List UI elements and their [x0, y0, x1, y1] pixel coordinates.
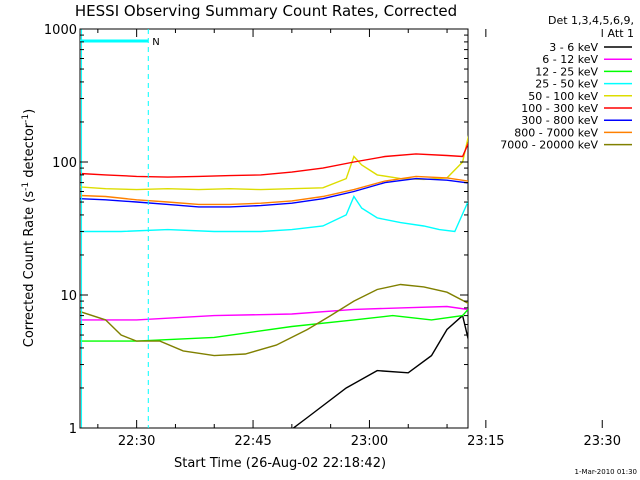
- series-line-5: [80, 134, 468, 191]
- series-line-1: [292, 314, 468, 428]
- series-line-7: [80, 177, 468, 208]
- series-line-3: [80, 308, 468, 342]
- marker-layer: [80, 29, 149, 428]
- y-axis-label-part-2: detector: [22, 122, 37, 182]
- legend-label-5: 50 - 100 keV: [528, 90, 598, 103]
- series-line-2: [80, 305, 468, 321]
- legend-label-6: 100 - 300 keV: [521, 102, 598, 115]
- legend-header-line-1: Det 1,3,4,5,6,9,: [548, 14, 634, 27]
- plot-frame: [79, 28, 469, 429]
- y-axis: 1 10 100 1000: [44, 23, 468, 437]
- y-axis-label-part-1: Corrected Count Rate (s: [22, 191, 37, 348]
- legend-label-8: 800 - 7000 keV: [514, 126, 598, 139]
- annotation-n: N: [152, 37, 159, 48]
- series-line-6: [80, 142, 468, 178]
- y-tick-label-1: 1: [69, 422, 77, 437]
- y-axis-label-sup-1: -1: [21, 182, 31, 191]
- footer-timestamp: 1-Mar-2010 01:30: [575, 468, 637, 476]
- legend-label-9: 7000 - 20000 keV: [500, 139, 598, 152]
- plot-area: N: [79, 28, 469, 429]
- legend-label-7: 300 - 800 keV: [521, 114, 598, 127]
- x-tick-label-3: 23:00: [351, 434, 388, 449]
- y-tick-label-4: 1000: [44, 23, 77, 38]
- legend-label-3: 12 - 25 keV: [535, 65, 598, 78]
- chart-title: HESSI Observing Summary Count Rates, Cor…: [75, 2, 457, 20]
- legend-header-line-2: Att 1: [608, 27, 634, 40]
- y-tick-label-3: 100: [52, 156, 77, 171]
- x-tick-label-4: 23:15: [467, 434, 504, 449]
- series-line-8: [80, 175, 468, 206]
- legend-label-2: 6 - 12 keV: [542, 53, 598, 66]
- series-layer: [80, 134, 468, 428]
- series-line-9: [80, 283, 468, 357]
- y-axis-label: Corrected Count Rate (s-1 detector-1): [21, 109, 37, 347]
- x-tick-label-2: 22:45: [234, 434, 271, 449]
- y-tick-label-2: 10: [60, 289, 77, 304]
- x-tick-label-1: 22:30: [118, 434, 155, 449]
- series-line-4: [80, 195, 468, 233]
- x-axis-label: Start Time (26-Aug-02 22:18:42): [174, 456, 386, 471]
- y-axis-label-part-3: ): [22, 109, 37, 114]
- y-axis-label-sup-2: -1: [21, 114, 31, 123]
- legend-label-1: 3 - 6 keV: [549, 41, 598, 54]
- legend-label-4: 25 - 50 keV: [535, 78, 598, 91]
- x-tick-label-5: 23:30: [584, 434, 621, 449]
